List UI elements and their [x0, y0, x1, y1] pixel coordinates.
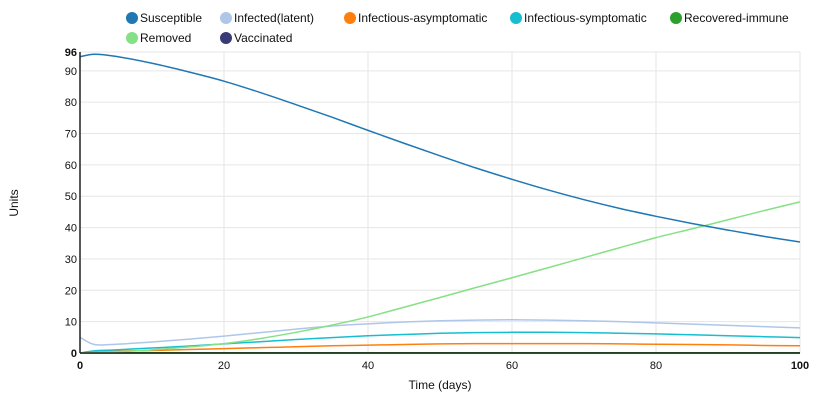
- x-axis-title: Time (days): [409, 378, 472, 392]
- y-tick-label: 96: [65, 47, 77, 59]
- y-tick-label: 30: [65, 254, 77, 266]
- legend-item-removed[interactable]: Removed: [126, 31, 191, 45]
- tick-labels: 0 10 20 30 40 50 60 70 80 90 96 0 20 40 60 80 100: [65, 47, 809, 372]
- x-tick-label: 0: [77, 360, 83, 372]
- y-tick-label: 80: [65, 97, 77, 109]
- legend-item-vaccinated[interactable]: Vaccinated: [220, 31, 292, 45]
- x-tick-label: 40: [362, 360, 374, 372]
- y-tick-label: 50: [65, 191, 77, 203]
- axes: [79, 52, 800, 354]
- legend-marker: [220, 32, 232, 44]
- series-line-removed: [79, 201, 801, 354]
- legend-label: Vaccinated: [234, 31, 292, 45]
- legend-item-recovered-immune[interactable]: Recovered-immune: [670, 11, 789, 25]
- x-tick-label: 80: [650, 360, 662, 372]
- y-tick-label: 70: [65, 129, 77, 141]
- y-tick-label: 90: [65, 66, 77, 78]
- legend-label: Infected(latent): [234, 11, 314, 25]
- y-tick-label: 20: [65, 285, 77, 297]
- grid: [79, 51, 801, 354]
- legend-label: Infectious-asymptomatic: [358, 11, 487, 25]
- legend-marker: [510, 12, 522, 24]
- legend-marker: [670, 12, 682, 24]
- y-axis-title: Units: [7, 189, 21, 216]
- legend-item-infectious-symptomatic[interactable]: Infectious-symptomatic: [510, 11, 647, 25]
- x-tick-label: 100: [791, 360, 809, 372]
- legend-marker: [344, 12, 356, 24]
- legend-item-infected-latent[interactable]: Infected(latent): [220, 11, 314, 25]
- series-line-infectious-asymptomatic: [79, 342, 801, 354]
- x-tick-label: 20: [218, 360, 230, 372]
- legend-marker: [126, 32, 138, 44]
- legend-marker: [220, 12, 232, 24]
- y-tick-label: 0: [71, 348, 77, 360]
- legend: Susceptible Infected(latent) Infectious-as…: [126, 11, 789, 45]
- x-tick-label: 60: [506, 360, 518, 372]
- legend-item-infectious-asymptomatic[interactable]: Infectious-asymptomatic: [344, 11, 487, 25]
- legend-item-susceptible[interactable]: Susceptible: [126, 11, 202, 25]
- series-lines: [79, 53, 801, 354]
- series-line-infected-latent: [79, 319, 801, 346]
- legend-label: Removed: [140, 31, 191, 45]
- legend-label: Susceptible: [140, 11, 202, 25]
- legend-label: Infectious-symptomatic: [524, 11, 647, 25]
- series-line-susceptible: [79, 53, 801, 243]
- legend-marker: [126, 12, 138, 24]
- series-line-infectious-symptomatic: [79, 331, 801, 354]
- y-tick-label: 60: [65, 160, 77, 172]
- y-tick-label: 10: [65, 317, 77, 329]
- y-tick-label: 40: [65, 223, 77, 235]
- legend-label: Recovered-immune: [684, 11, 789, 25]
